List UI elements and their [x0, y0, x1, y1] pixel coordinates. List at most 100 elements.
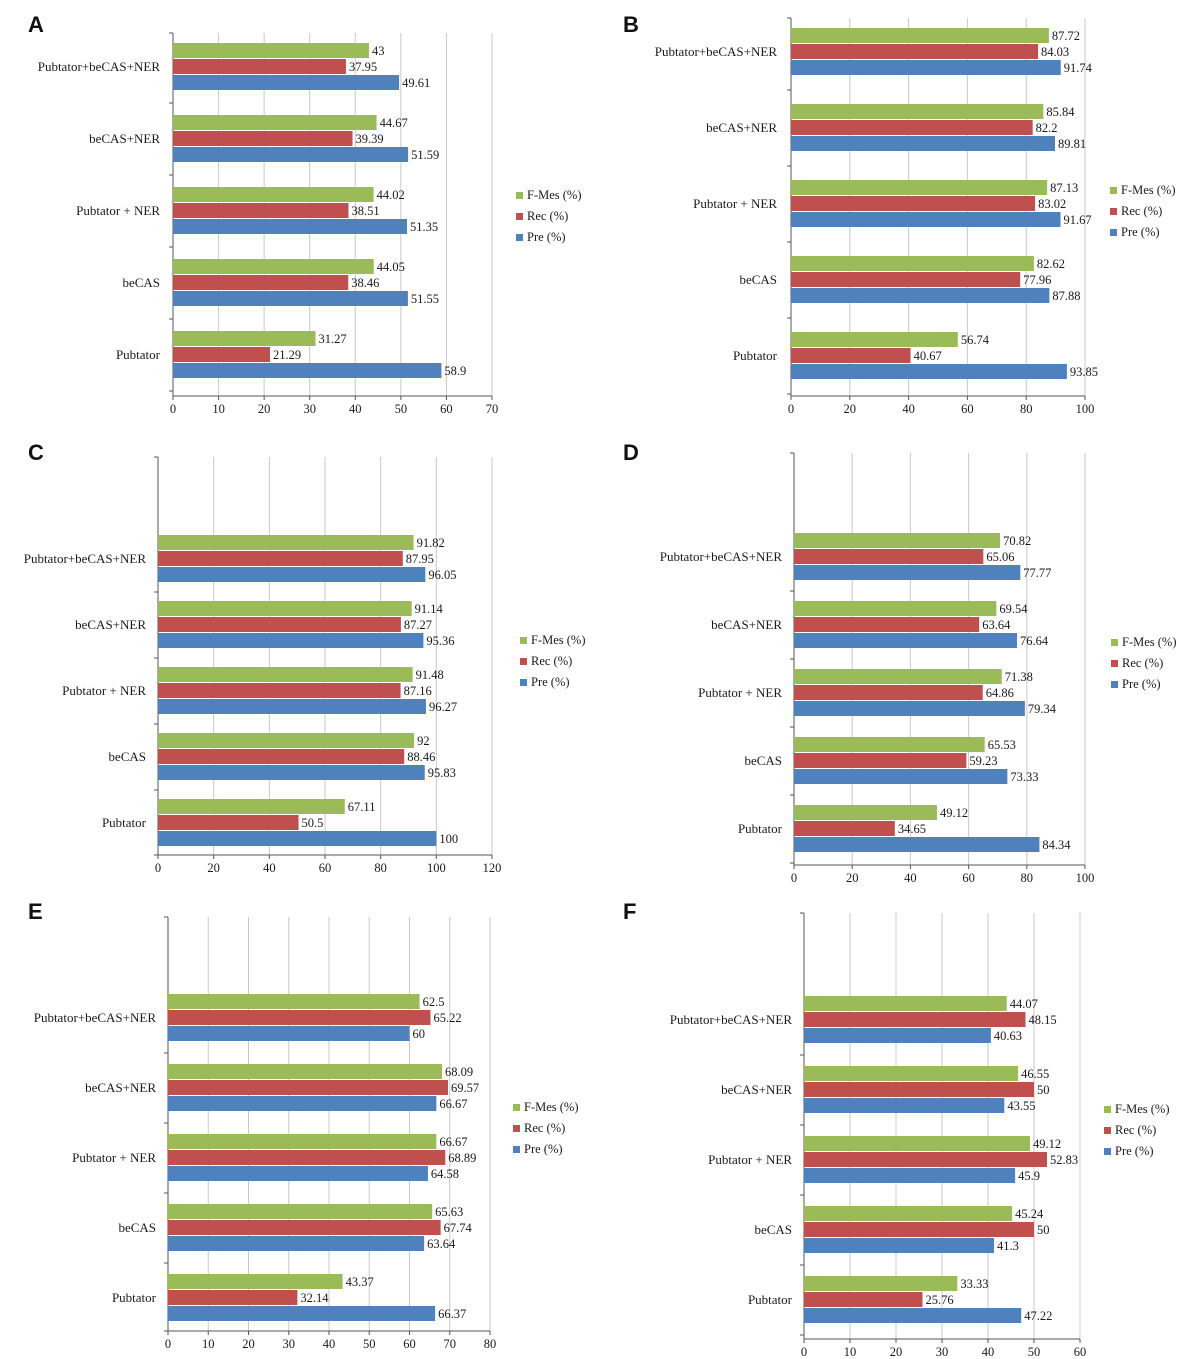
bar-pre	[794, 769, 1008, 784]
x-tick-label: 40	[982, 1345, 995, 1359]
bar-rec	[794, 753, 967, 768]
panel-letter: D	[623, 440, 639, 465]
category-label: beCAS	[739, 272, 777, 287]
bar-pre	[804, 1308, 1022, 1323]
chart-panel-a: A 0 10 20 30 40 50 60 70 43 37.95 49.61 Pubtator+beC…	[28, 12, 582, 416]
bar-pre	[168, 1306, 436, 1321]
x-tick-label: 80	[484, 1337, 497, 1351]
data-label: 38.51	[351, 204, 379, 218]
x-tick-label: 40	[349, 402, 362, 416]
data-label: 84.34	[1042, 838, 1071, 852]
legend-swatch	[520, 637, 527, 644]
bar-rec	[158, 749, 405, 764]
legend-label: F-Mes (%)	[531, 633, 586, 647]
bar-rec	[158, 683, 401, 698]
bar-pre	[794, 633, 1018, 648]
category-label: Pubtator+beCAS+NER	[655, 44, 778, 59]
data-label: 87.27	[404, 618, 432, 632]
legend-label: Pre (%)	[527, 230, 566, 244]
data-label: 60	[413, 1027, 426, 1041]
category-label: Pubtator+beCAS+NER	[38, 59, 161, 74]
category-label: Pubtator+beCAS+NER	[24, 551, 147, 566]
category-label: Pubtator	[748, 1292, 793, 1307]
data-label: 43.37	[346, 1275, 374, 1289]
legend-label: Pre (%)	[1121, 225, 1160, 239]
x-tick-label: 60	[440, 402, 453, 416]
bar-pre	[791, 212, 1061, 227]
x-tick-label: 40	[904, 871, 917, 885]
bar-f-mes	[794, 737, 985, 752]
bar-pre	[173, 291, 408, 306]
data-label: 93.85	[1070, 365, 1098, 379]
category-label: Pubtator+beCAS+NER	[660, 549, 783, 564]
data-label: 66.37	[438, 1307, 466, 1321]
data-label: 49.12	[1033, 1137, 1061, 1151]
data-label: 89.81	[1058, 137, 1086, 151]
x-tick-label: 10	[212, 402, 225, 416]
data-label: 25.76	[925, 1293, 953, 1307]
data-label: 83.02	[1038, 197, 1066, 211]
bar-pre	[158, 831, 437, 846]
category-label: beCAS	[754, 1222, 792, 1237]
bar-f-mes	[158, 535, 414, 550]
category-label: beCAS+NER	[85, 1080, 156, 1095]
bar-rec	[791, 272, 1021, 287]
x-tick-label: 50	[363, 1337, 376, 1351]
category-label: beCAS	[108, 749, 146, 764]
data-label: 40.67	[914, 349, 942, 363]
data-label: 52.83	[1050, 1153, 1078, 1167]
legend-label: Rec (%)	[1122, 656, 1163, 670]
bar-rec	[173, 275, 349, 290]
x-tick-label: 10	[202, 1337, 215, 1351]
data-label: 45.24	[1015, 1207, 1044, 1221]
category-label: beCAS	[118, 1220, 156, 1235]
bar-rec	[794, 549, 984, 564]
bar-f-mes	[158, 667, 413, 682]
bar-pre	[791, 288, 1050, 303]
data-label: 100	[439, 832, 458, 846]
legend-label: Pre (%)	[531, 675, 570, 689]
data-label: 68.09	[445, 1065, 473, 1079]
x-tick-label: 60	[961, 402, 974, 416]
bar-pre	[804, 1238, 994, 1253]
legend-label: F-Mes (%)	[1121, 183, 1176, 197]
bar-pre	[168, 1166, 428, 1181]
data-label: 96.27	[429, 700, 457, 714]
data-label: 44.07	[1010, 997, 1038, 1011]
data-label: 88.46	[407, 750, 435, 764]
x-tick-label: 0	[788, 402, 794, 416]
bar-f-mes	[791, 28, 1049, 43]
data-label: 64.86	[986, 686, 1014, 700]
bar-rec	[173, 131, 353, 146]
data-label: 34.65	[898, 822, 926, 836]
bar-f-mes	[173, 187, 374, 202]
data-label: 69.57	[451, 1081, 479, 1095]
data-label: 63.64	[982, 618, 1011, 632]
data-label: 62.5	[423, 995, 445, 1009]
category-label: Pubtator + NER	[62, 683, 146, 698]
bar-f-mes	[804, 1066, 1019, 1081]
legend-label: Pre (%)	[1122, 677, 1161, 691]
bar-rec	[168, 1290, 298, 1305]
legend-swatch	[520, 658, 527, 665]
bar-rec	[791, 44, 1039, 59]
bar-pre	[794, 701, 1025, 716]
legend-swatch	[1111, 639, 1118, 646]
category-label: Pubtator	[738, 821, 783, 836]
data-label: 33.33	[960, 1277, 988, 1291]
x-tick-label: 0	[801, 1345, 807, 1359]
bar-rec	[168, 1150, 446, 1165]
legend-swatch	[516, 213, 523, 220]
legend-label: Rec (%)	[531, 654, 572, 668]
category-label: beCAS+NER	[711, 617, 782, 632]
panel-letter: A	[28, 12, 44, 37]
data-label: 58.9	[444, 364, 466, 378]
data-label: 77.77	[1023, 566, 1051, 580]
bar-rec	[794, 617, 980, 632]
bar-rec	[158, 551, 403, 566]
bar-f-mes	[791, 256, 1034, 271]
legend-swatch	[1110, 187, 1117, 194]
category-label: Pubtator + NER	[698, 685, 782, 700]
bar-f-mes	[804, 1276, 958, 1291]
x-tick-label: 60	[319, 861, 332, 875]
